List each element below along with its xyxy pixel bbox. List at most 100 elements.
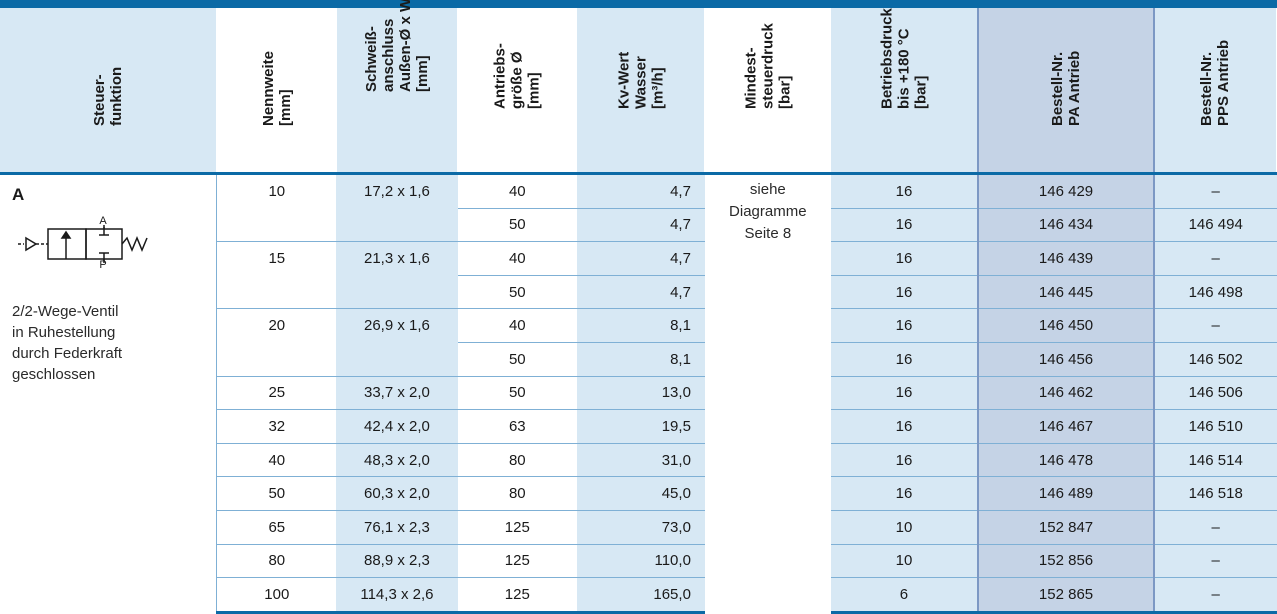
order-no-pa-cell: 146 439 (977, 241, 1155, 276)
header-nominal-width: Nennweite [mm] (216, 4, 337, 174)
weld-connection-cell: 21,3 x 1,6 (336, 241, 458, 276)
description-line: in Ruhestellung (12, 324, 116, 341)
order-no-pa-cell: 146 429 (977, 173, 1155, 209)
control-function-cell: A A P 2/2-Wege-Ventil (0, 173, 218, 613)
order-no-pps-cell: – (1153, 241, 1277, 276)
header-kv-value: Kv-Wert Wasser [m³/h] (576, 4, 706, 174)
header-weld-connection: Schweiß-anschluss Außen-Ø x Ws [mm] (336, 0, 459, 174)
order-no-pa-cell: 152 856 (977, 544, 1155, 579)
description-line: geschlossen (12, 366, 96, 383)
operating-pressure-cell: 16 (830, 241, 979, 276)
description-line: 2/2-Wege-Ventil (12, 303, 119, 320)
actuator-size-cell: 40 (457, 173, 577, 209)
weld-connection-cell: 26,9 x 1,6 (336, 308, 458, 343)
order-no-pa-cell: 146 467 (977, 409, 1155, 444)
header-line: Bestell-Nr. (1198, 51, 1216, 126)
header-line: bis +180 °C (895, 28, 913, 109)
operating-pressure-cell: 16 (830, 275, 979, 310)
order-no-pps-cell: 146 498 (1153, 275, 1277, 310)
header-actuator-size: Antriebs-größe Ø [mm] (457, 4, 578, 174)
weld-connection-cell: 33,7 x 2,0 (336, 376, 458, 411)
order-no-pps-cell: 146 514 (1153, 443, 1277, 478)
table-body: A A P 2/2-Wege-Ventil (0, 173, 1277, 614)
header-text: Steuer-funktion (91, 67, 125, 126)
table-row: 15 21,3 x 1,6 40 4,7 16 146 439– (0, 241, 1277, 276)
header-operating-pressure: Betriebsdruck bis +180 °C [bar] (830, 4, 979, 174)
order-no-pa-cell: 146 450 (977, 308, 1155, 343)
nominal-width-cell: 40 (216, 443, 337, 478)
actuator-size-cell: 125 (457, 577, 577, 614)
table-row: 80 88,9 x 2,3 125 110,0 10 152 856– (0, 544, 1277, 579)
operating-pressure-cell: 16 (830, 376, 979, 411)
nominal-width-cell (216, 342, 337, 377)
header-order-no-pps: Bestell-Nr. PPS Antrieb (1153, 4, 1277, 174)
header-row: Steuer-funktion Nennweite [mm] Schweiß-an… (0, 0, 1277, 174)
operating-pressure-cell: 16 (830, 208, 979, 243)
kv-value-cell: 45,0 (576, 476, 705, 511)
operating-pressure-cell: 10 (830, 510, 979, 545)
nominal-width-cell: 32 (216, 409, 337, 444)
order-no-pa-cell: 146 462 (977, 376, 1155, 411)
table-row: 50 4,7 16 146 445 146 498 (0, 275, 1277, 310)
kv-value-cell: 31,0 (576, 443, 705, 478)
header-line: [m³/h] (649, 67, 667, 109)
header-text: Kv-Wert Wasser [m³/h] (615, 52, 666, 109)
order-no-pps-cell: – (1153, 510, 1277, 545)
nominal-width-cell: 80 (216, 544, 337, 579)
actuator-size-cell: 63 (457, 409, 577, 444)
table-row: 65 76,1 x 2,3 125 73,0 10 152 847– (0, 510, 1277, 545)
actuator-size-cell: 50 (457, 342, 577, 377)
order-no-pps-cell: 146 494 (1153, 208, 1277, 243)
order-no-pps-cell: – (1153, 173, 1277, 209)
header-line: PA Antrieb (1066, 50, 1084, 126)
nominal-width-cell: 50 (216, 476, 337, 511)
actuator-size-cell: 80 (457, 476, 577, 511)
header-text: Mindest-steuerdruck [bar] (742, 23, 793, 109)
nominal-width-cell: 15 (216, 241, 337, 276)
header-line: Schweiß- (362, 26, 380, 92)
order-no-pps-cell: – (1153, 308, 1277, 343)
header-text: Bestell-Nr. PA Antrieb (1049, 51, 1083, 126)
header-line: funktion (108, 66, 126, 126)
kv-value-cell: 4,7 (576, 275, 705, 310)
weld-connection-cell (336, 342, 458, 377)
header-line: Steuer- (91, 74, 109, 126)
header-line: Außen-Ø x Ws (396, 0, 414, 92)
order-no-pps-cell: – (1153, 577, 1277, 614)
weld-connection-cell: 114,3 x 2,6 (336, 577, 458, 614)
table-row: 40 48,3 x 2,0 80 31,0 16 146 478 146 514 (0, 443, 1277, 478)
order-no-pa-cell: 152 847 (977, 510, 1155, 545)
nominal-width-cell: 20 (216, 308, 337, 343)
operating-pressure-cell: 10 (830, 544, 979, 579)
order-no-pps-cell: – (1153, 544, 1277, 579)
header-text: Antriebs-größe Ø [mm] (492, 43, 543, 109)
header-line: Wasser (632, 56, 650, 109)
header-line: [mm] (276, 89, 294, 126)
note-line: siehe (749, 181, 786, 198)
header-control-function: Steuer-funktion (0, 4, 218, 174)
operating-pressure-cell: 16 (830, 409, 979, 444)
note-line: Seite 8 (744, 225, 792, 242)
header-order-no-pa: Bestell-Nr. PA Antrieb (977, 4, 1155, 174)
nominal-width-cell: 100 (216, 577, 337, 614)
actuator-size-cell: 125 (457, 544, 577, 579)
header-line: PPS Antrieb (1215, 39, 1233, 126)
kv-value-cell: 4,7 (576, 208, 705, 243)
control-function-label: A (12, 185, 25, 204)
port-p-label: P (99, 259, 106, 269)
actuator-size-cell: 125 (457, 510, 577, 545)
header-line: [mm] (525, 72, 543, 109)
order-no-pps-cell: 146 502 (1153, 342, 1277, 377)
operating-pressure-cell: 16 (830, 443, 979, 478)
header-min-control-pressure: Mindest-steuerdruck [bar] (704, 4, 832, 174)
operating-pressure-cell: 16 (830, 308, 979, 343)
order-no-pa-cell: 146 434 (977, 208, 1155, 243)
header-text: Schweiß-anschluss Außen-Ø x Ws [mm] (363, 0, 431, 92)
header-line: Mindest- (742, 47, 760, 109)
table-row: 20 26,9 x 1,6 40 8,1 16 146 450– (0, 308, 1277, 343)
operating-pressure-cell: 16 (830, 173, 979, 209)
nominal-width-cell: 10 (216, 173, 337, 209)
actuator-size-cell: 50 (457, 275, 577, 310)
header-line: Betriebsdruck (878, 8, 896, 109)
